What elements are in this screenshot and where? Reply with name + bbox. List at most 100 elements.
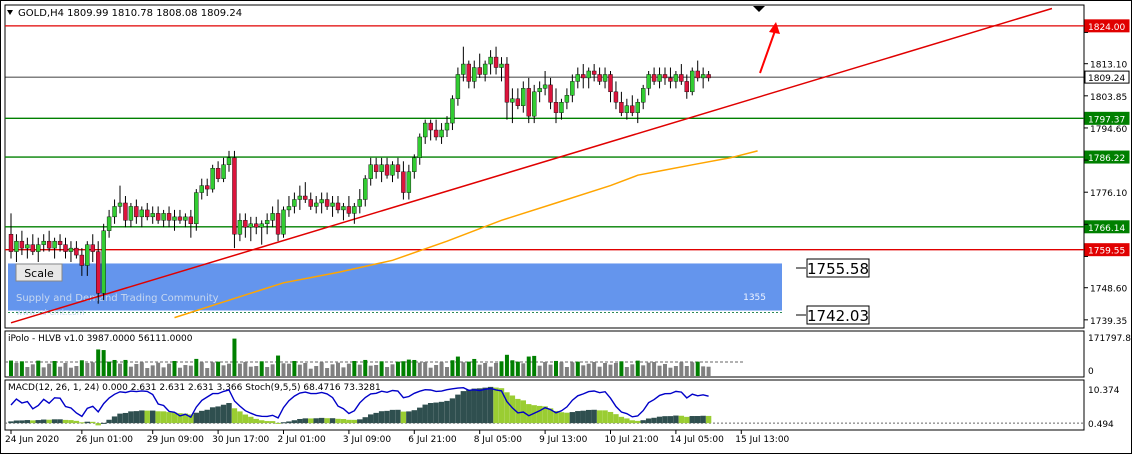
candle-body[interactable]: [41, 240, 46, 245]
candle-body[interactable]: [264, 220, 270, 225]
candle-body[interactable]: [662, 74, 668, 79]
candle-body[interactable]: [433, 129, 439, 138]
candle-body[interactable]: [591, 70, 597, 75]
candle-body[interactable]: [450, 98, 455, 124]
candle-body[interactable]: [226, 157, 232, 165]
candle-body[interactable]: [706, 74, 711, 79]
candle-body[interactable]: [668, 77, 673, 82]
candle-body[interactable]: [286, 206, 292, 211]
candle-body[interactable]: [330, 202, 335, 207]
candle-body[interactable]: [145, 209, 150, 218]
candle-body[interactable]: [101, 230, 106, 294]
candle-body[interactable]: [352, 206, 357, 214]
candle-body[interactable]: [581, 74, 586, 79]
candle-body[interactable]: [117, 202, 123, 207]
candle-body[interactable]: [319, 199, 324, 204]
candle-body[interactable]: [183, 216, 188, 221]
candle-body[interactable]: [488, 56, 493, 65]
candle-body[interactable]: [684, 81, 689, 93]
scale-button[interactable]: Scale: [15, 263, 63, 282]
candle-body[interactable]: [177, 216, 183, 221]
candle-body[interactable]: [586, 70, 591, 79]
candle-body[interactable]: [85, 244, 90, 266]
candle-body[interactable]: [303, 195, 308, 200]
candle-body[interactable]: [248, 223, 254, 228]
candle-body[interactable]: [532, 91, 537, 117]
candle-body[interactable]: [526, 88, 531, 117]
candle-body[interactable]: [542, 84, 548, 89]
candle-body[interactable]: [30, 244, 35, 252]
candle-body[interactable]: [390, 164, 395, 176]
candle-body[interactable]: [368, 164, 373, 179]
candle-body[interactable]: [25, 244, 30, 249]
candle-body[interactable]: [548, 84, 553, 103]
candle-body[interactable]: [537, 88, 542, 93]
candle-body[interactable]: [254, 223, 259, 228]
candle-body[interactable]: [281, 209, 286, 235]
candle-body[interactable]: [106, 216, 112, 231]
candle-body[interactable]: [493, 56, 499, 68]
candle-body[interactable]: [259, 223, 264, 228]
candle-body[interactable]: [428, 122, 433, 131]
candle-body[interactable]: [630, 105, 635, 113]
candle-body[interactable]: [199, 185, 204, 193]
candle-body[interactable]: [619, 102, 624, 113]
candle-body[interactable]: [504, 63, 510, 103]
candle-body[interactable]: [564, 95, 570, 103]
candle-body[interactable]: [52, 240, 57, 249]
candle-body[interactable]: [297, 195, 303, 200]
candle-body[interactable]: [482, 63, 488, 75]
candle-body[interactable]: [613, 91, 619, 103]
candle-body[interactable]: [243, 220, 248, 228]
candle-body[interactable]: [700, 74, 706, 79]
candle-body[interactable]: [357, 199, 362, 207]
candle-body[interactable]: [657, 74, 662, 82]
candle-body[interactable]: [341, 206, 346, 211]
candle-body[interactable]: [155, 213, 161, 221]
candle-body[interactable]: [210, 168, 215, 190]
candle-body[interactable]: [515, 98, 521, 106]
candle-body[interactable]: [695, 70, 700, 79]
candle-body[interactable]: [335, 202, 341, 211]
candle-body[interactable]: [36, 244, 41, 252]
candle-body[interactable]: [641, 88, 646, 103]
candle-body[interactable]: [128, 206, 134, 221]
candle-body[interactable]: [477, 67, 482, 75]
candle-body[interactable]: [439, 129, 444, 138]
candle-body[interactable]: [373, 164, 379, 172]
candle-body[interactable]: [166, 213, 172, 221]
candle-body[interactable]: [161, 213, 166, 221]
candle-body[interactable]: [559, 102, 564, 113]
candle-body[interactable]: [401, 171, 406, 193]
macd-panel[interactable]: MACD(12, 26, 1, 24) 0.000 2.631 2.631 2.…: [4, 379, 1120, 431]
candle-body[interactable]: [63, 244, 68, 252]
candle-body[interactable]: [57, 240, 63, 245]
candle-body[interactable]: [346, 206, 352, 214]
candle-body[interactable]: [575, 74, 580, 82]
candle-body[interactable]: [379, 164, 384, 172]
candle-body[interactable]: [232, 157, 237, 235]
candle-body[interactable]: [270, 213, 275, 221]
candle-body[interactable]: [90, 244, 95, 252]
candle-body[interactable]: [134, 206, 139, 218]
candle-body[interactable]: [292, 199, 297, 207]
candle-body[interactable]: [139, 209, 145, 218]
candle-body[interactable]: [461, 63, 466, 75]
candle-body[interactable]: [275, 213, 281, 235]
candle-body[interactable]: [221, 164, 226, 179]
candle-body[interactable]: [679, 74, 684, 82]
price-box-upper[interactable]: 1755.58: [796, 258, 870, 278]
triangle-down-icon[interactable]: [7, 10, 13, 15]
candle-body[interactable]: [363, 178, 368, 200]
candle-body[interactable]: [46, 240, 52, 249]
candle-body[interactable]: [215, 168, 221, 179]
candle-body[interactable]: [150, 213, 155, 218]
candle-body[interactable]: [510, 98, 515, 103]
candle-body[interactable]: [194, 192, 199, 225]
candle-body[interactable]: [624, 105, 630, 113]
candle-body[interactable]: [112, 206, 117, 218]
candle-body[interactable]: [95, 251, 101, 294]
candle-body[interactable]: [14, 240, 19, 252]
candle-body[interactable]: [237, 220, 243, 235]
candle-body[interactable]: [423, 122, 428, 138]
